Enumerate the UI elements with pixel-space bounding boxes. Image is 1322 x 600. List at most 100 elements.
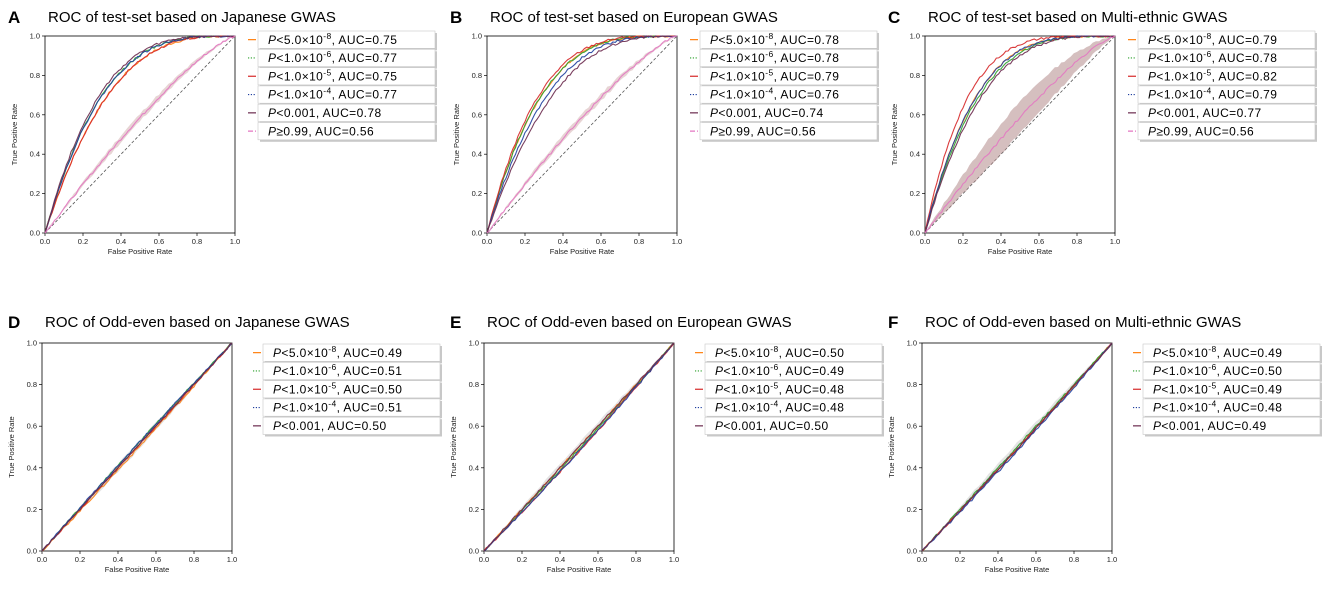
chance-diagonal bbox=[44, 35, 236, 234]
legend-label-auc: , AUC=0.49 bbox=[1201, 419, 1267, 433]
x-tick-label: 0.8 bbox=[1069, 555, 1079, 564]
panel-letter: B bbox=[450, 8, 462, 27]
legend-label-exponent: -5 bbox=[770, 380, 778, 390]
legend-label: P<0.001, AUC=0.50 bbox=[715, 419, 829, 433]
legend-label: P<0.001, AUC=0.50 bbox=[273, 419, 387, 433]
legend-label-auc: , AUC=0.49 bbox=[1217, 346, 1283, 360]
legend-entry-box bbox=[699, 67, 878, 86]
legend-label-threshold: <5.0×10 bbox=[723, 346, 770, 360]
legend-label-threshold: <1.0×10 bbox=[1156, 88, 1203, 102]
legend-label-prefix: P bbox=[1153, 401, 1161, 415]
y-tick-label: 0.6 bbox=[469, 422, 479, 431]
panel-title: ROC of Odd-even based on European GWAS bbox=[487, 314, 792, 331]
roc-series-line bbox=[483, 342, 675, 552]
plot-frame bbox=[486, 35, 678, 234]
roc-panel-d: D ROC of Odd-even based on Japanese GWAS 0… bbox=[0, 305, 442, 600]
legend-entry-box bbox=[704, 416, 883, 435]
roc-series-line bbox=[41, 342, 233, 552]
roc-series-line bbox=[486, 35, 678, 234]
roc-series-line bbox=[44, 35, 236, 234]
legend-label: P<1.0×10-4, AUC=0.51 bbox=[273, 399, 402, 415]
legend-label: P<1.0×10-6, AUC=0.78 bbox=[710, 49, 839, 65]
legend-label-exponent: -6 bbox=[328, 362, 336, 372]
legend-label-threshold: ≥0.99 bbox=[718, 124, 750, 138]
x-tick-label: 0.0 bbox=[482, 237, 492, 246]
legend-label-prefix: P bbox=[268, 88, 276, 102]
y-tick-label: 0.0 bbox=[469, 547, 479, 556]
x-tick-label: 0.2 bbox=[958, 237, 968, 246]
legend-entry-box bbox=[257, 67, 436, 86]
legend-label: P<1.0×10-6, AUC=0.51 bbox=[273, 362, 402, 378]
legend-entry-box bbox=[704, 343, 883, 362]
y-tick-label: 0.4 bbox=[907, 463, 917, 472]
roc-panel-a: A ROC of test-set based on Japanese GWAS 0… bbox=[0, 0, 440, 295]
legend-entry-box bbox=[704, 380, 883, 399]
legend-label: P<0.001, AUC=0.74 bbox=[710, 106, 824, 120]
y-axis-label: True Positive Rate bbox=[10, 104, 19, 165]
y-tick-label: 0.2 bbox=[910, 189, 920, 198]
x-tick-label: 0.0 bbox=[40, 237, 50, 246]
x-tick-label: 0.6 bbox=[596, 237, 606, 246]
legend-label-exponent: -8 bbox=[765, 31, 773, 41]
y-tick-label: 0.2 bbox=[30, 189, 40, 198]
roc-chart-d: D ROC of Odd-even based on Japanese GWAS 0… bbox=[7, 313, 442, 574]
legend-label-auc: , AUC=0.56 bbox=[1188, 124, 1254, 138]
legend-label-threshold: <1.0×10 bbox=[1161, 401, 1208, 415]
legend-entry-box bbox=[1142, 343, 1321, 362]
y-tick-label: 0.0 bbox=[27, 547, 37, 556]
panel-letter: E bbox=[450, 313, 461, 332]
legend-label-threshold: <1.0×10 bbox=[276, 88, 323, 102]
legend-label: P<5.0×10-8, AUC=0.50 bbox=[715, 344, 844, 360]
legend-label-prefix: P bbox=[268, 51, 276, 65]
roc-series-line bbox=[41, 342, 233, 552]
legend-label-prefix: P bbox=[268, 69, 276, 83]
panel-title: ROC of Odd-even based on Multi-ethnic GW… bbox=[925, 314, 1241, 331]
legend-label-prefix: P bbox=[1153, 419, 1161, 433]
legend-label-threshold: <0.001 bbox=[718, 106, 757, 120]
x-tick-label: 0.8 bbox=[1072, 237, 1082, 246]
legend-label-prefix: P bbox=[268, 106, 276, 120]
y-tick-label: 0.8 bbox=[30, 71, 40, 80]
legend-entry-box bbox=[699, 122, 878, 141]
legend-label-threshold: <1.0×10 bbox=[718, 88, 765, 102]
legend-label-threshold: ≥0.99 bbox=[1156, 124, 1188, 138]
legend-label-auc: , AUC=0.77 bbox=[1196, 106, 1262, 120]
y-tick-label: 0.8 bbox=[27, 380, 37, 389]
legend-label-threshold: <0.001 bbox=[723, 419, 762, 433]
roc-series-line bbox=[483, 342, 675, 552]
panel-letter: F bbox=[888, 313, 898, 332]
legend-entry-box bbox=[262, 380, 441, 399]
y-tick-label: 0.8 bbox=[907, 380, 917, 389]
legend-label-prefix: P bbox=[273, 382, 281, 396]
legend-label-threshold: <5.0×10 bbox=[276, 33, 323, 47]
y-tick-label: 0.8 bbox=[469, 380, 479, 389]
legend-label-threshold: <5.0×10 bbox=[1161, 346, 1208, 360]
legend-label-auc: , AUC=0.77 bbox=[332, 88, 398, 102]
legend-label-prefix: P bbox=[1153, 382, 1161, 396]
legend-label-auc: , AUC=0.74 bbox=[758, 106, 824, 120]
x-axis-label: False Positive Rate bbox=[105, 565, 170, 574]
legend-entry-box bbox=[1137, 48, 1316, 67]
legend-entry-box bbox=[1137, 30, 1316, 49]
y-tick-label: 0.2 bbox=[472, 189, 482, 198]
y-tick-label: 0.6 bbox=[472, 110, 482, 119]
legend-label-auc: , AUC=0.79 bbox=[774, 69, 840, 83]
legend-label-auc: , AUC=0.79 bbox=[1212, 33, 1278, 47]
legend-entry-box bbox=[257, 103, 436, 122]
legend-label-exponent: -4 bbox=[1203, 86, 1211, 96]
legend-label: P<1.0×10-5, AUC=0.50 bbox=[273, 380, 402, 396]
legend-label: P<1.0×10-5, AUC=0.79 bbox=[710, 67, 839, 83]
legend-label-threshold: <0.001 bbox=[1161, 419, 1200, 433]
x-tick-label: 1.0 bbox=[1110, 237, 1120, 246]
legend-label-prefix: P bbox=[715, 382, 723, 396]
panel-title: ROC of test-set based on Multi-ethnic GW… bbox=[928, 9, 1228, 26]
x-axis-label: False Positive Rate bbox=[985, 565, 1050, 574]
legend-label-prefix: P bbox=[710, 106, 718, 120]
roc-chart-a: A ROC of test-set based on Japanese GWAS 0… bbox=[8, 8, 437, 256]
x-tick-label: 0.8 bbox=[634, 237, 644, 246]
legend-label-exponent: -5 bbox=[1208, 380, 1216, 390]
y-axis-label: True Positive Rate bbox=[452, 104, 461, 165]
y-tick-label: 1.0 bbox=[469, 339, 479, 348]
legend-label: P<1.0×10-6, AUC=0.78 bbox=[1148, 49, 1277, 65]
x-axis-label: False Positive Rate bbox=[108, 247, 173, 256]
